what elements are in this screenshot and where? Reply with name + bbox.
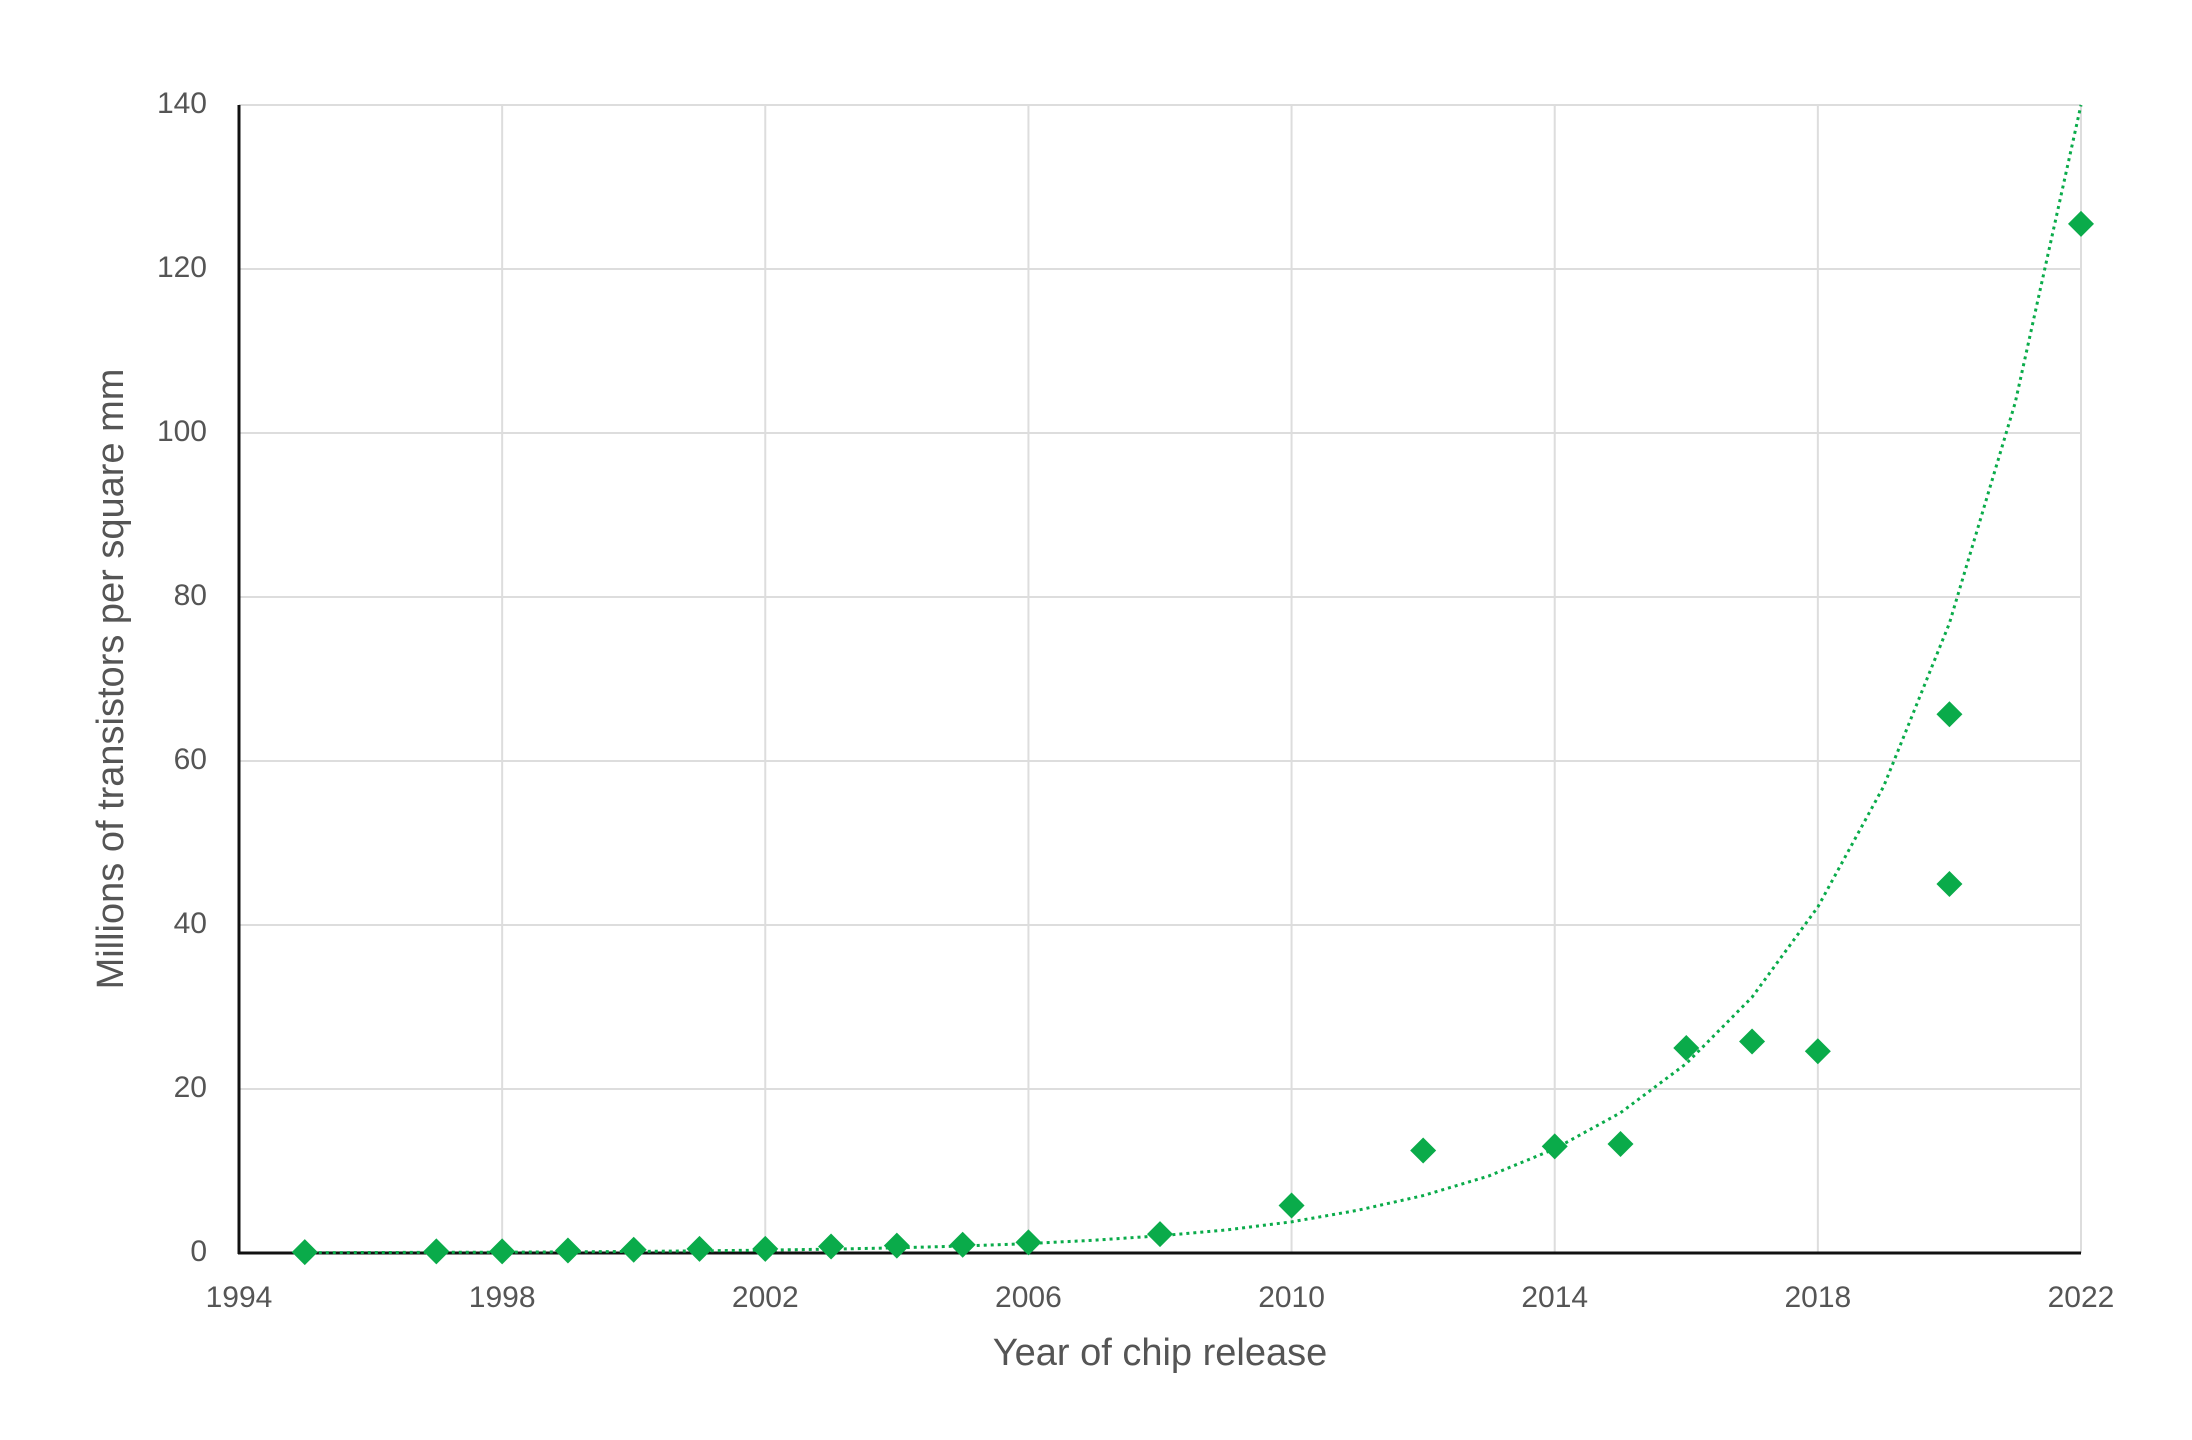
point <box>423 1238 450 1265</box>
point <box>949 1231 976 1258</box>
x-tick-label: 2018 <box>1784 1281 1851 1314</box>
point <box>1673 1035 1700 1061</box>
x-axis-title: Year of chip release <box>993 1332 1328 1374</box>
y-tick-label: 0 <box>190 1235 207 1268</box>
point <box>554 1237 581 1264</box>
plot-area <box>291 104 2094 1266</box>
point <box>1739 1028 1766 1055</box>
point <box>1147 1221 1173 1248</box>
point <box>1278 1192 1305 1219</box>
y-tick-label: 20 <box>174 1071 207 1104</box>
y-axis-title: Millions of transistors per square mm <box>90 369 132 990</box>
x-tick-label: 2014 <box>1521 1281 1588 1314</box>
point <box>1015 1229 1042 1256</box>
point <box>1936 701 1963 728</box>
trend-line <box>304 104 2083 1255</box>
point <box>1804 1038 1831 1065</box>
y-tick-label: 140 <box>157 87 207 120</box>
x-tick-label: 1998 <box>469 1281 536 1314</box>
x-tick-label: 2002 <box>732 1281 799 1314</box>
x-tick-label: 2010 <box>1258 1281 1325 1314</box>
point <box>489 1238 516 1265</box>
point <box>1607 1130 1634 1157</box>
y-tick-label: 80 <box>174 579 207 612</box>
point <box>620 1236 647 1263</box>
point <box>686 1235 713 1262</box>
y-tick-label: 100 <box>157 415 207 448</box>
point <box>883 1232 910 1259</box>
y-tick-label: 60 <box>174 743 207 776</box>
point <box>2068 210 2094 237</box>
point <box>1541 1133 1568 1160</box>
x-tick-label: 1994 <box>206 1281 273 1314</box>
point <box>1936 871 1963 897</box>
point <box>1410 1137 1437 1164</box>
y-tick-label: 40 <box>174 907 207 940</box>
x-tick-label: 2022 <box>2048 1281 2115 1314</box>
y-tick-label: 120 <box>157 251 207 284</box>
point <box>291 1239 318 1266</box>
grid <box>237 104 2082 1255</box>
point <box>818 1233 845 1260</box>
x-tick-label: 2006 <box>995 1281 1062 1314</box>
point <box>752 1235 779 1262</box>
